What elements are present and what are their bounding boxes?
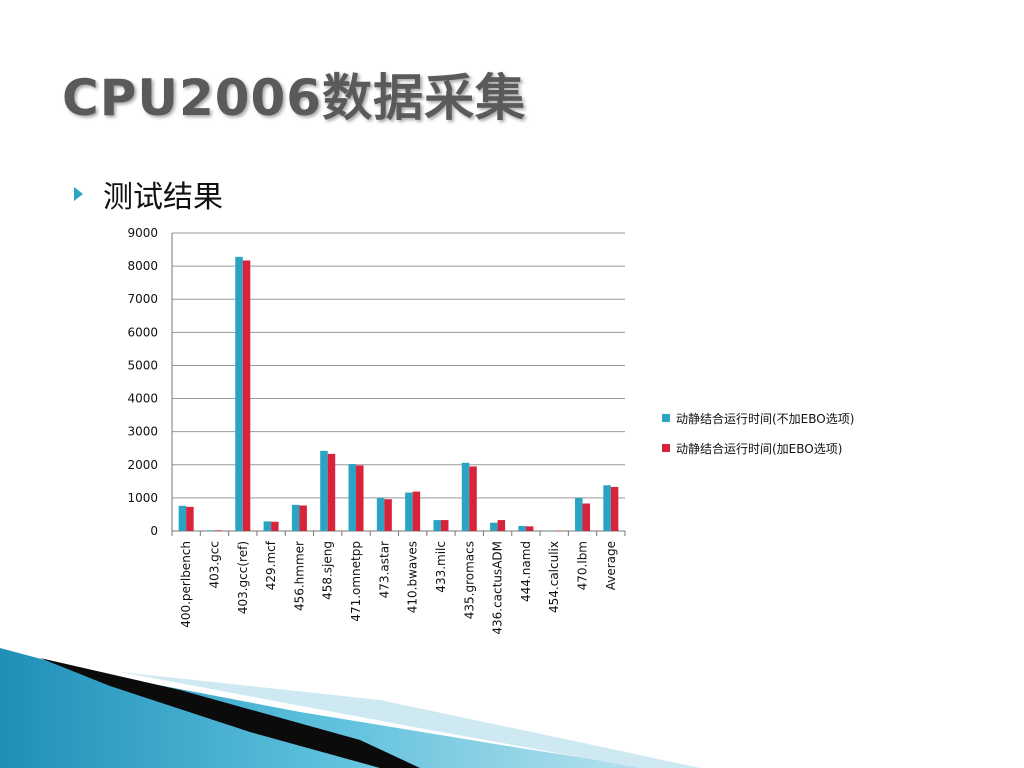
x-tick-label: 473.astar xyxy=(377,541,391,598)
y-tick-label: 1000 xyxy=(127,491,158,505)
x-tick-label: 433.milc xyxy=(434,541,448,593)
bar-series-1 xyxy=(206,530,215,531)
x-tick-label: 444.namd xyxy=(519,541,533,602)
bar-series-1 xyxy=(405,492,413,531)
x-tick-label: 410.bwaves xyxy=(406,541,420,613)
bar-series-1 xyxy=(461,462,470,531)
x-tick-label: 403.gcc xyxy=(207,541,221,589)
bar-series-1 xyxy=(235,256,243,531)
bar-series-1 xyxy=(320,450,328,531)
bar-series-2 xyxy=(610,486,619,531)
bar-series-1 xyxy=(433,520,441,531)
bullet-arrow-icon xyxy=(74,187,83,201)
y-tick-label: 4000 xyxy=(127,392,158,406)
bar-series-2 xyxy=(497,520,506,531)
y-tick-label: 9000 xyxy=(127,226,158,240)
bar-series-1 xyxy=(263,521,272,531)
bar-series-2 xyxy=(440,520,449,531)
chart-legend: 动静结合运行时间(不加EBO选项) 动静结合运行时间(加EBO选项) xyxy=(662,410,854,470)
y-tick-label: 2000 xyxy=(127,458,158,472)
legend-swatch-series-2 xyxy=(662,444,670,452)
bar-series-2 xyxy=(356,465,364,531)
bottom-light-wave xyxy=(120,672,700,768)
bar-series-2 xyxy=(525,526,534,531)
bar-series-2 xyxy=(469,466,477,531)
bar-series-1 xyxy=(291,504,300,531)
y-tick-label: 3000 xyxy=(127,425,158,439)
y-tick-label: 8000 xyxy=(127,259,158,273)
x-tick-label: Average xyxy=(604,541,618,590)
x-tick-label: 458.sjeng xyxy=(321,541,335,600)
bullet-text: 测试结果 xyxy=(103,180,223,215)
bar-series-2 xyxy=(384,499,392,531)
bar-series-2 xyxy=(582,503,591,531)
x-tick-label: 454.calculix xyxy=(547,541,561,613)
y-tick-label: 6000 xyxy=(127,325,158,339)
bar-series-1 xyxy=(575,497,583,531)
bottom-blue-wave xyxy=(0,648,650,768)
legend-item-series-1: 动静结合运行时间(不加EBO选项) xyxy=(662,410,854,426)
bar-series-1 xyxy=(376,497,385,531)
x-tick-label: 435.gromacs xyxy=(462,541,476,619)
x-tick-label: 436.cactusADM xyxy=(491,541,505,635)
y-tick-label: 7000 xyxy=(127,292,158,306)
bar-series-1 xyxy=(518,526,526,531)
x-tick-label: 471.omnetpp xyxy=(349,541,363,622)
bullet-point: 测试结果 xyxy=(74,172,223,216)
x-tick-label: 429.mcf xyxy=(264,540,278,590)
bar-series-1 xyxy=(178,505,187,531)
bar-series-2 xyxy=(271,521,279,531)
bar-series-2 xyxy=(327,453,336,531)
legend-swatch-series-1 xyxy=(662,414,670,422)
y-tick-label: 5000 xyxy=(127,358,158,372)
legend-label-series-2: 动静结合运行时间(加EBO选项) xyxy=(676,441,843,456)
slide-title: CPU2006数据采集 xyxy=(62,69,527,127)
bar-series-2 xyxy=(554,530,562,532)
bar-series-2 xyxy=(186,506,194,531)
bar-series-2 xyxy=(299,505,307,531)
bar-series-2 xyxy=(242,260,251,531)
bar-series-1 xyxy=(348,464,357,531)
bar-series-1 xyxy=(490,522,498,531)
legend-item-series-2: 动静结合运行时间(加EBO选项) xyxy=(662,440,854,456)
y-tick-label: 0 xyxy=(150,524,158,538)
x-tick-label: 400.perlbench xyxy=(179,541,193,628)
legend-label-series-1: 动静结合运行时间(不加EBO选项) xyxy=(676,411,855,426)
x-tick-label: 456.hmmer xyxy=(292,541,306,611)
x-tick-label: 403.gcc(ref) xyxy=(236,541,250,614)
bottom-black-stripe xyxy=(40,658,420,768)
x-tick-label: 470.lbm xyxy=(576,541,590,590)
bar-series-2 xyxy=(214,530,222,531)
bar-series-1 xyxy=(546,530,555,532)
bar-series-1 xyxy=(603,485,611,531)
bar-series-2 xyxy=(412,491,421,531)
